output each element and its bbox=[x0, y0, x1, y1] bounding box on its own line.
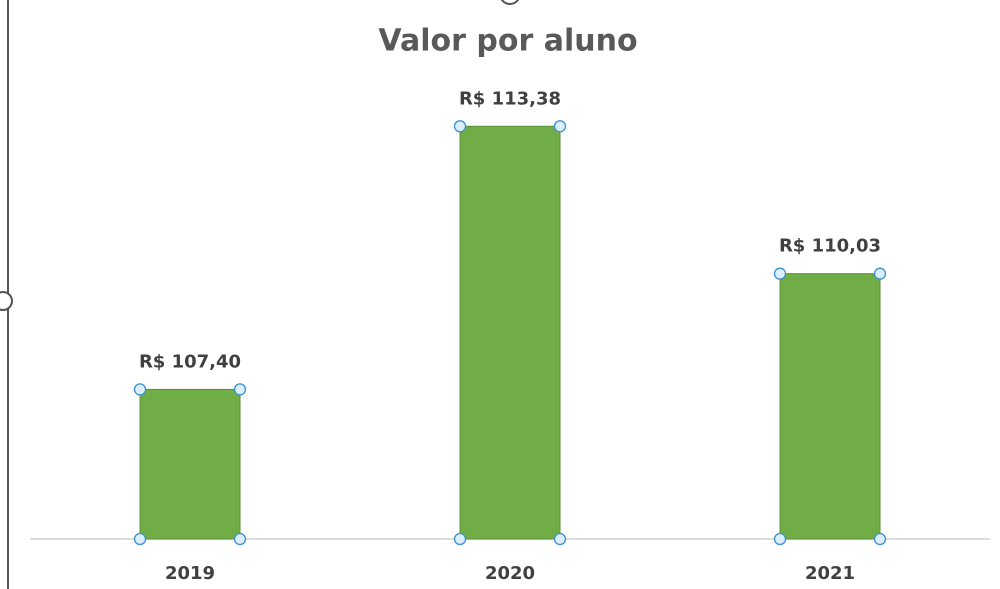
x-tick-label: 2019 bbox=[165, 563, 215, 584]
x-tick-label: 2020 bbox=[485, 563, 535, 584]
chart-title: Valor por aluno bbox=[378, 24, 637, 59]
selection-handle bbox=[453, 532, 467, 546]
selection-handle bbox=[873, 532, 887, 546]
bar bbox=[459, 125, 561, 540]
selection-handle bbox=[133, 532, 147, 546]
selection-handle bbox=[453, 120, 467, 133]
selection-handle bbox=[233, 383, 247, 396]
selection-handle bbox=[553, 120, 567, 133]
selection-handle bbox=[133, 383, 147, 396]
bar bbox=[779, 273, 881, 540]
selection-handle bbox=[233, 532, 247, 546]
selection-handle bbox=[553, 532, 567, 546]
data-label: R$ 110,03 bbox=[779, 236, 881, 257]
x-tick-label: 2021 bbox=[805, 563, 855, 584]
data-label: R$ 113,38 bbox=[459, 88, 561, 109]
frame-handle bbox=[0, 291, 13, 311]
frame-handle bbox=[500, 0, 520, 5]
selection-handle bbox=[773, 267, 787, 280]
data-label: R$ 107,40 bbox=[139, 351, 241, 372]
selection-handle bbox=[873, 267, 887, 280]
bar bbox=[139, 388, 241, 540]
selection-handle bbox=[773, 532, 787, 546]
